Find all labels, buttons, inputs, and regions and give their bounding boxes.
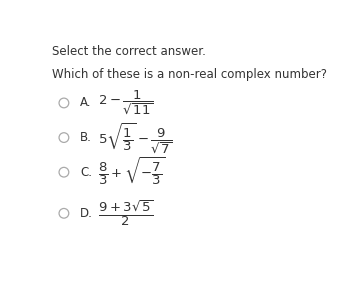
Text: $\dfrac{9 + 3\sqrt{5}}{2}$: $\dfrac{9 + 3\sqrt{5}}{2}$ <box>98 198 153 228</box>
Text: C.: C. <box>80 166 92 179</box>
Text: $5\sqrt{\dfrac{1}{3}} - \dfrac{9}{\sqrt{7}}$: $5\sqrt{\dfrac{1}{3}} - \dfrac{9}{\sqrt{… <box>98 121 173 155</box>
Text: Select the correct answer.: Select the correct answer. <box>52 45 206 58</box>
Text: Which of these is a non-real complex number?: Which of these is a non-real complex num… <box>52 68 327 81</box>
Text: D.: D. <box>80 207 93 220</box>
Text: B.: B. <box>80 131 92 144</box>
Text: $\dfrac{8}{3} + \sqrt{-\dfrac{7}{3}}$: $\dfrac{8}{3} + \sqrt{-\dfrac{7}{3}}$ <box>98 156 165 188</box>
Text: $2 - \dfrac{1}{\sqrt{11}}$: $2 - \dfrac{1}{\sqrt{11}}$ <box>98 89 153 117</box>
Text: A.: A. <box>80 96 92 110</box>
